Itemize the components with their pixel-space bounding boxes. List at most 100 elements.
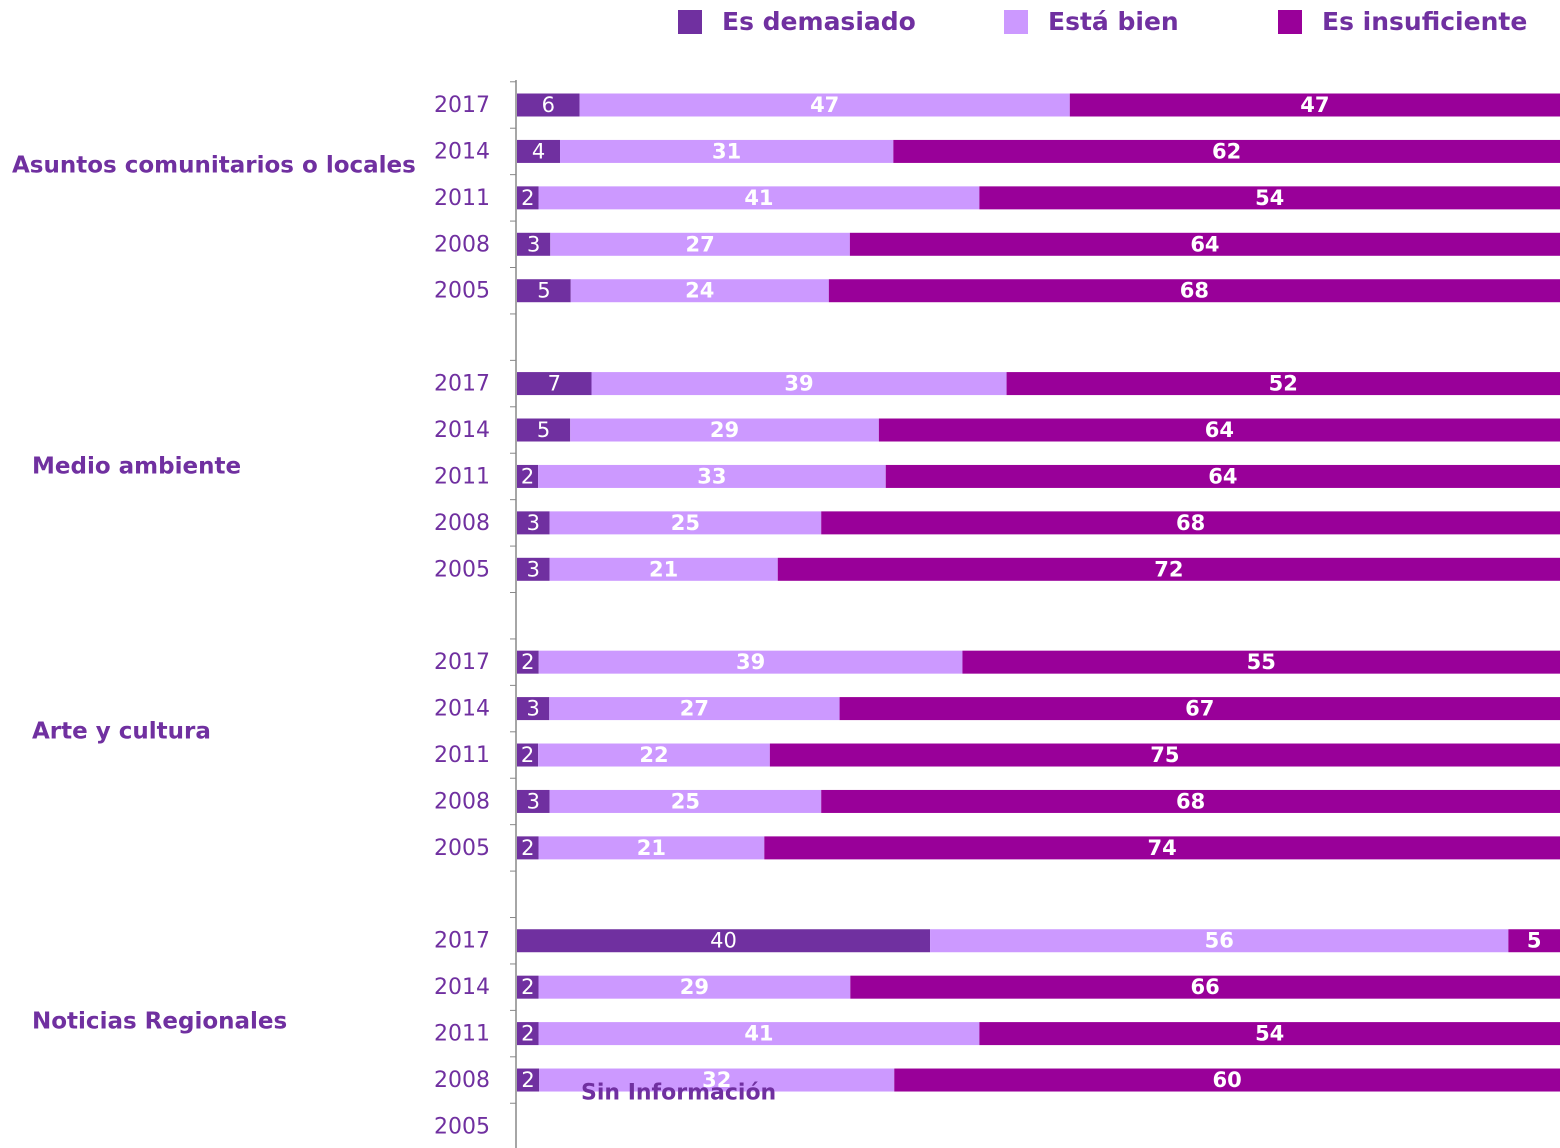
bar-segment	[885, 464, 1560, 488]
bar-segment	[538, 1022, 980, 1046]
bar-segment	[538, 650, 963, 674]
bar-segment	[539, 1068, 895, 1092]
value-label: 3	[527, 511, 540, 535]
value-label: 22	[639, 743, 668, 767]
legend-label: Es insuficiente	[1322, 7, 1527, 36]
bar-segment	[930, 929, 1509, 953]
value-label: 31	[712, 139, 741, 163]
value-label: 68	[1176, 511, 1205, 535]
bar-segment	[764, 836, 1560, 860]
bar-segment	[517, 557, 550, 581]
bar-segment	[538, 186, 980, 210]
value-label: 25	[671, 511, 700, 535]
value-label: 29	[710, 418, 739, 442]
bar-segment	[517, 139, 561, 163]
value-label: 21	[637, 836, 666, 860]
legend-swatch	[1004, 10, 1028, 34]
bar-segment	[894, 1068, 1560, 1092]
value-label: 47	[810, 93, 839, 117]
value-label: 64	[1208, 464, 1237, 488]
bar-segment	[1508, 929, 1560, 953]
value-label: 56	[1205, 929, 1234, 953]
bar-segment	[517, 418, 571, 442]
value-label: 66	[1191, 975, 1220, 999]
value-label: 60	[1213, 1068, 1242, 1092]
y-tick-label: 2005	[434, 279, 490, 304]
value-label: 25	[671, 789, 700, 813]
value-label: 52	[1269, 372, 1298, 396]
value-label: 54	[1255, 186, 1284, 210]
group-label: Arte y cultura	[32, 719, 211, 745]
value-label: 2	[521, 743, 534, 767]
value-label: 29	[680, 975, 709, 999]
bar-segment	[517, 279, 571, 303]
y-tick-label: 2011	[434, 1022, 490, 1047]
y-tick-label: 2011	[434, 186, 490, 211]
legend-label: Es demasiado	[722, 7, 916, 36]
bar-segment	[893, 139, 1560, 163]
value-label: 6	[542, 93, 555, 117]
bar-segment	[517, 836, 539, 860]
value-label: 5	[1527, 929, 1542, 953]
value-label: 7	[548, 372, 561, 396]
y-tick-label: 2017	[434, 372, 490, 397]
bar-segment	[538, 836, 765, 860]
bar-segment	[769, 743, 1560, 767]
bar-segment	[517, 464, 539, 488]
value-label: 27	[685, 232, 714, 256]
bar-segment	[517, 697, 550, 721]
y-tick-label: 2008	[434, 1068, 490, 1093]
y-tick-label: 2008	[434, 232, 490, 257]
y-tick-label: 2011	[434, 464, 490, 489]
y-tick-label: 2008	[434, 511, 490, 536]
value-label: 5	[537, 418, 550, 442]
bar-segment	[1006, 372, 1560, 396]
value-label: 21	[649, 557, 678, 581]
bar-segment	[517, 511, 550, 535]
value-label: 5	[537, 279, 550, 303]
value-label: 40	[710, 929, 737, 953]
bar-segment	[538, 975, 851, 999]
value-label: 27	[680, 697, 709, 721]
y-tick-label: 2014	[434, 975, 490, 1000]
bar-segment	[850, 975, 1560, 999]
y-tick-label: 2017	[434, 93, 490, 118]
value-label: 2	[521, 650, 534, 674]
bar-segment	[517, 93, 580, 117]
bar-segment	[517, 929, 931, 953]
group-label: Asuntos comunitarios o locales	[12, 153, 416, 179]
y-tick-label: 2014	[434, 697, 490, 722]
bar-segment	[828, 279, 1560, 303]
bar-segment	[591, 372, 1007, 396]
bar-segment	[517, 1068, 540, 1092]
y-tick-label: 2014	[434, 139, 490, 164]
y-tick-label: 2017	[434, 650, 490, 675]
bar-segment	[517, 975, 539, 999]
group-label: Noticias Regionales	[32, 1009, 287, 1035]
bar-segment	[962, 650, 1560, 674]
value-label: 67	[1185, 697, 1214, 721]
bar-segment	[821, 511, 1560, 535]
value-label: 2	[521, 1022, 534, 1046]
y-tick-label: 2005	[434, 1114, 490, 1139]
bar-segment	[517, 650, 539, 674]
bar-segment	[570, 279, 829, 303]
y-tick-label: 2014	[434, 418, 490, 443]
value-label: 74	[1148, 836, 1177, 860]
bar-segment	[839, 697, 1560, 721]
value-label: 2	[521, 975, 534, 999]
bar-segment	[560, 139, 894, 163]
bar-segment	[517, 186, 539, 210]
legend-swatch	[678, 10, 702, 34]
value-label: 39	[784, 372, 813, 396]
value-label: 3	[527, 789, 540, 813]
bar-segment	[849, 232, 1560, 256]
value-label: 75	[1150, 743, 1179, 767]
value-label: 68	[1176, 789, 1205, 813]
y-tick-label: 2005	[434, 557, 490, 582]
bar-segment	[517, 1022, 539, 1046]
y-tick-label: 2008	[434, 789, 490, 814]
value-label: 64	[1205, 418, 1234, 442]
value-label: 2	[521, 186, 534, 210]
